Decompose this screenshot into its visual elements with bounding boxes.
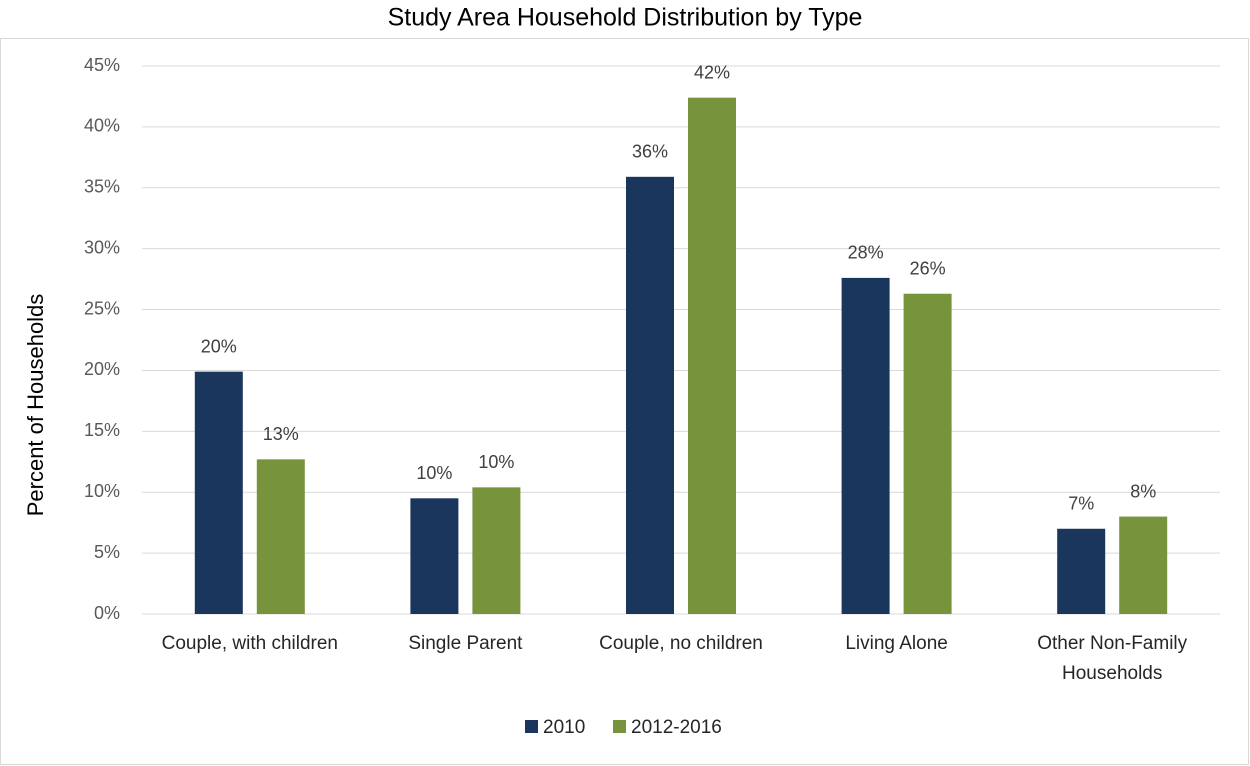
data-label: 13%	[263, 424, 299, 444]
data-label: 10%	[416, 463, 452, 483]
bar	[1057, 528, 1106, 614]
x-tick-label: Other Non-Family Households	[1037, 633, 1188, 684]
bar	[194, 371, 243, 614]
y-tick-label: 35%	[84, 177, 120, 197]
bar	[903, 293, 952, 614]
chart-border	[0, 38, 1249, 765]
bar	[256, 459, 305, 614]
bar	[626, 176, 674, 614]
y-tick-label: 30%	[84, 237, 120, 257]
bar	[410, 498, 459, 614]
y-tick-label: 45%	[84, 55, 120, 75]
data-label: 26%	[910, 258, 946, 278]
y-tick-label: 15%	[84, 420, 120, 440]
x-tick-label: Living Alone	[845, 633, 948, 654]
legend-label: 2012-2016	[631, 717, 722, 738]
y-tick-label: 25%	[84, 298, 120, 318]
legend-swatch	[525, 720, 538, 733]
data-label: 7%	[1068, 494, 1094, 514]
x-tick-label: Couple, with children	[161, 633, 338, 654]
y-tick-label: 5%	[94, 542, 120, 562]
chart-title: Study Area Household Distribution by Typ…	[388, 4, 863, 32]
data-label: 20%	[201, 336, 237, 356]
bar	[472, 487, 521, 614]
y-tick-label: 40%	[84, 116, 120, 136]
y-tick-label: 10%	[84, 481, 120, 501]
bar	[841, 277, 890, 614]
data-label: 42%	[694, 62, 730, 82]
y-tick-label: 0%	[94, 603, 120, 623]
data-label: 28%	[848, 243, 884, 263]
data-label: 36%	[632, 142, 668, 162]
legend-label: 2010	[543, 717, 585, 738]
y-tick-label: 20%	[84, 359, 120, 379]
data-label: 10%	[478, 452, 514, 472]
legend-swatch	[613, 720, 626, 733]
x-tick-label: Couple, no children	[599, 633, 763, 654]
bar	[688, 97, 736, 614]
y-axis-title: Percent of Households	[23, 294, 48, 517]
data-label: 8%	[1130, 481, 1156, 501]
bar	[1119, 516, 1168, 614]
x-tick-label: Single Parent	[408, 633, 523, 654]
